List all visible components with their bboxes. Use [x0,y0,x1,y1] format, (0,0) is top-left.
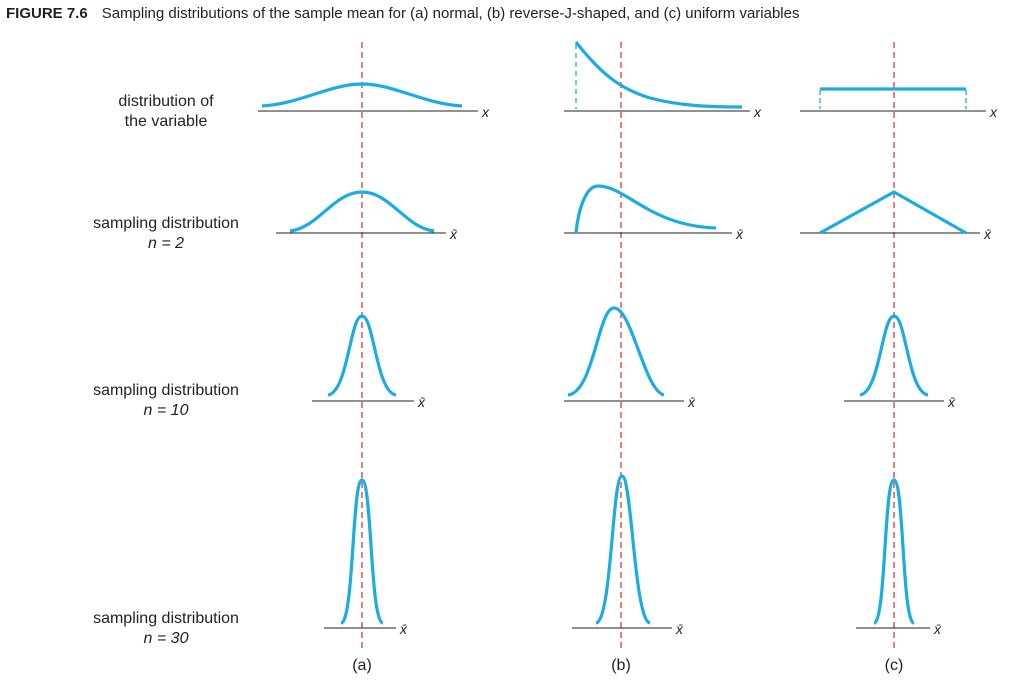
figure-caption: FIGURE 7.6 Sampling distributions of the … [6,5,799,22]
curve-a-n2 [289,190,435,233]
figure-caption-text: Sampling distributions of the sample mea… [101,5,800,22]
axis-label: x [989,104,998,120]
curve-c-n30 [872,478,916,625]
row-label-line: distribution of [118,93,214,110]
axis-label: x̄ [983,226,992,242]
curve-c-n2 [819,190,967,235]
row-label-n10: sampling distribution n = 10 [66,381,266,421]
curve-c-n10 [859,314,929,397]
curve-a-n10 [327,314,397,397]
row-label-n: n = 30 [143,630,189,647]
curve-a-n30 [339,478,385,625]
row-label-n: n = 2 [147,235,185,252]
row-label-line: sampling distribution [93,382,239,399]
row-label-n30: sampling distribution n = 30 [66,609,266,649]
axis-label: x̄ [417,394,426,410]
axis-label: x̄ [449,226,458,242]
panel-label-b: (b) [611,657,631,674]
axis-label: x̄ [687,394,696,410]
axis-label: x [481,104,490,120]
curves [261,41,967,625]
axes [258,110,986,629]
curve-b-n10 [567,306,665,397]
axis-label: x̄ [735,226,744,242]
row-label-line: sampling distribution [93,610,239,627]
row-label-n: n = 10 [143,402,189,419]
axis-label: x̄ [399,621,408,637]
curve-b-n2 [574,184,717,234]
figure-number: FIGURE 7.6 [6,5,88,22]
axis-label: x̄ [933,621,942,637]
row-label-line: sampling distribution [93,215,239,232]
axis-labels: x x x x̄ x̄ x̄ x̄ x̄ x̄ x̄ x̄ x̄ [399,104,998,637]
curve-b-n30 [595,474,651,625]
panel-label-c: (c) [885,657,904,674]
curve-b-variable [574,41,743,109]
axis-label: x̄ [947,394,956,410]
row-label-line: the variable [124,113,208,130]
row-label-n2: sampling distribution n = 2 [66,214,266,254]
row-label-variable: distribution of the variable [66,92,266,132]
axis-label: x̄ [675,621,684,637]
panel-label-a: (a) [352,657,372,674]
curve-a-variable [261,82,463,108]
axis-label: x [753,104,762,120]
